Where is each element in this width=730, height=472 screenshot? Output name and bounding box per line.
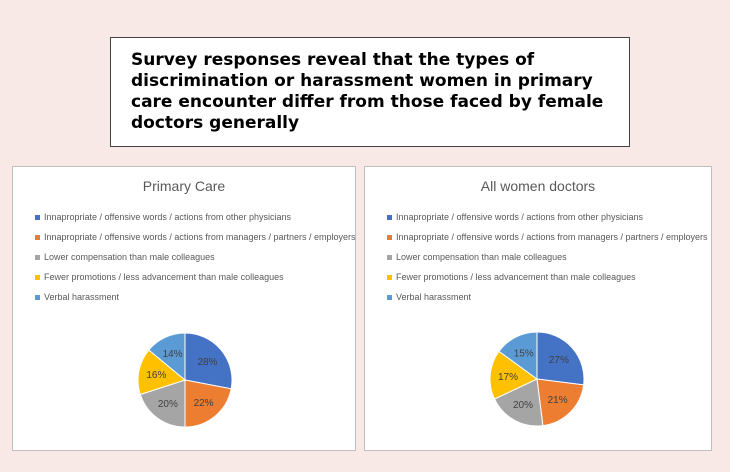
pie-slice — [137, 349, 187, 396]
legend-item: Verbal harassment — [35, 287, 351, 307]
slice-data-label: 28% — [197, 357, 217, 368]
slice-data-label: 22% — [194, 398, 214, 409]
legend-swatch — [387, 214, 392, 220]
legend: Innapropriate / offensive words / action… — [387, 207, 707, 307]
legend-swatch — [35, 214, 40, 220]
pie-slice — [493, 378, 544, 427]
legend: Innapropriate / offensive words / action… — [35, 207, 355, 307]
chart-panel-primary-care: Primary Care Innapropriate / offensive w… — [12, 166, 356, 451]
legend-label: Verbal harassment — [44, 292, 120, 302]
pie-chart: 27% 21% 20% 17% 15% — [489, 331, 585, 427]
slice-data-label: 17% — [498, 372, 518, 383]
legend-label: Fewer promotions / less advancement than… — [44, 272, 284, 282]
pie-slice — [489, 350, 538, 400]
legend-swatch — [387, 294, 392, 300]
chart-title: Primary Care — [142, 178, 226, 194]
legend-label: Innapropriate / offensive words / action… — [44, 212, 291, 222]
pie-slice — [139, 379, 186, 428]
slice-data-label: 14% — [163, 349, 183, 360]
legend-label: Innapropriate / offensive words / action… — [396, 232, 708, 242]
legend-item: Innapropriate / offensive words / action… — [387, 207, 707, 227]
legend-item: Innapropriate / offensive words / action… — [387, 227, 707, 247]
legend-label: Innapropriate / offensive words / action… — [396, 212, 643, 222]
slice-data-label: 16% — [146, 370, 166, 381]
legend-label: Verbal harassment — [396, 292, 472, 302]
pie-slice — [536, 331, 585, 386]
pie-slice — [148, 332, 186, 382]
legend-item: Innapropriate / offensive words / action… — [35, 227, 355, 247]
slice-data-label: 20% — [158, 399, 178, 410]
legend-item: Verbal harassment — [387, 287, 707, 307]
legend-swatch — [35, 294, 40, 300]
legend-label: Fewer promotions / less advancement than… — [396, 272, 636, 282]
slice-data-label: 21% — [548, 395, 568, 406]
pie-slice — [184, 379, 232, 428]
pie-slice — [498, 331, 538, 380]
slice-data-label: 20% — [513, 400, 533, 411]
headline-box: Survey responses reveal that the types o… — [110, 37, 630, 147]
legend-item: Lower compensation than male colleagues — [35, 247, 351, 267]
legend-swatch — [35, 254, 40, 260]
legend-item: Fewer promotions / less advancement than… — [387, 267, 707, 287]
pie-chart: 28% 22% 20% 16% 14% — [137, 332, 233, 428]
chart-title: All women doctors — [480, 178, 596, 194]
legend-item: Lower compensation than male colleagues — [387, 247, 707, 267]
pie-slice — [536, 378, 585, 427]
legend-label: Lower compensation than male colleagues — [44, 252, 215, 262]
headline: Survey responses reveal that the types o… — [131, 50, 604, 133]
legend-swatch — [387, 274, 392, 280]
legend-label: Innapropriate / offensive words / action… — [44, 232, 356, 242]
legend-item: Fewer promotions / less advancement than… — [35, 267, 351, 287]
slice-data-label: 15% — [514, 349, 534, 360]
slice-data-label: 27% — [549, 355, 569, 366]
legend-swatch — [35, 274, 40, 280]
legend-swatch — [387, 254, 392, 260]
legend-label: Lower compensation than male colleagues — [396, 252, 567, 262]
chart-panel-all-women-doctors: All women doctors Innapropriate / offens… — [364, 166, 712, 451]
pie-slice — [184, 332, 233, 390]
legend-swatch — [387, 234, 392, 240]
legend-item: Innapropriate / offensive words / action… — [35, 207, 351, 227]
legend-swatch — [35, 234, 40, 240]
